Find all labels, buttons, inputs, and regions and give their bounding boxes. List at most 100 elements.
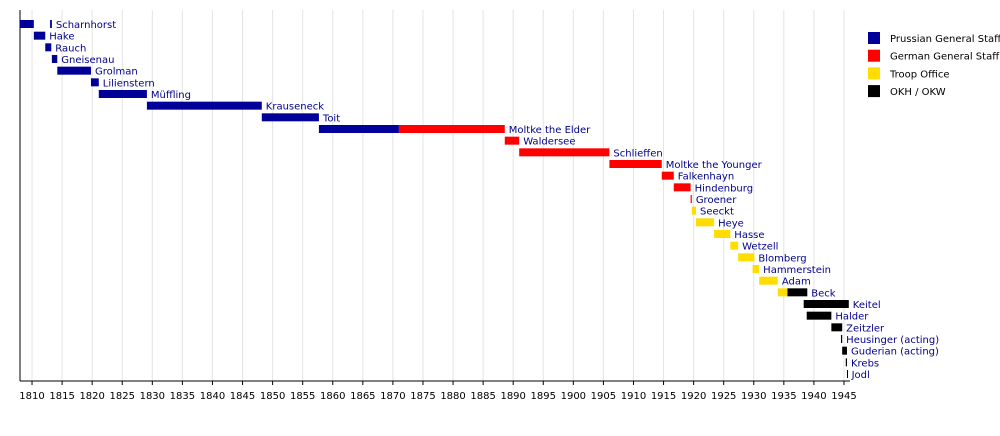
- row-label: Adam: [782, 277, 811, 288]
- term-bar: [673, 183, 691, 192]
- legend-label: German General Staff: [890, 52, 1000, 63]
- row-label: Wetzell: [742, 242, 778, 253]
- x-tick-label: 1945: [831, 391, 856, 402]
- x-tick-label: 1815: [49, 391, 74, 402]
- term-bar: [787, 288, 808, 297]
- x-tick-label: 1875: [410, 391, 435, 402]
- term-bar: [842, 346, 847, 355]
- x-tick-label: 1930: [741, 391, 766, 402]
- term-bar: [519, 148, 610, 157]
- x-tick-label: 1865: [350, 391, 375, 402]
- term-bar: [318, 125, 399, 133]
- x-tick-label: 1900: [561, 391, 586, 402]
- row-label: Zeitzler: [846, 323, 885, 334]
- row-label: Grolman: [95, 67, 138, 78]
- x-tick-label: 1845: [230, 391, 255, 402]
- x-tick-label: 1925: [711, 391, 736, 402]
- term-bar: [146, 101, 262, 110]
- row-label: Beck: [811, 288, 836, 299]
- legend-swatch: [868, 67, 880, 80]
- x-tick-label: 1905: [591, 391, 616, 402]
- row-label: Lilienstern: [103, 78, 155, 89]
- x-tick-label: 1870: [380, 391, 405, 402]
- term-bar: [33, 31, 46, 40]
- row-label: Hake: [49, 32, 74, 43]
- term-bar: [690, 195, 692, 203]
- term-bar: [730, 241, 739, 250]
- row-label: Müffling: [151, 90, 191, 101]
- legend-label: Troop Office: [889, 69, 949, 80]
- term-bar: [45, 43, 52, 52]
- term-bar: [831, 323, 843, 332]
- term-bar: [398, 125, 505, 133]
- row-label: Heusinger (acting): [846, 335, 939, 346]
- x-tick-label: 1935: [771, 391, 796, 402]
- term-bar: [840, 335, 843, 343]
- term-bar: [57, 66, 91, 75]
- legend-label: Prussian General Staff: [890, 34, 1000, 45]
- term-bar: [696, 218, 715, 227]
- row-label: Halder: [835, 312, 869, 323]
- legend-swatch: [868, 85, 880, 98]
- x-tick-label: 1885: [470, 391, 495, 402]
- term-bar: [806, 311, 832, 320]
- x-tick-label: 1880: [440, 391, 465, 402]
- x-tick-label: 1855: [290, 391, 315, 402]
- row-label: Keitel: [853, 300, 881, 311]
- x-tick-label: 1820: [79, 391, 104, 402]
- term-bar: [691, 206, 697, 215]
- x-tick-label: 1920: [681, 391, 706, 402]
- row-label: Hasse: [734, 230, 764, 241]
- row-label: Moltke the Elder: [509, 125, 591, 136]
- term-bar: [845, 358, 847, 367]
- term-bar: [661, 171, 674, 180]
- term-bar: [50, 20, 52, 28]
- row-label: Groener: [696, 195, 737, 206]
- term-bar: [759, 276, 778, 285]
- term-bar: [803, 300, 849, 308]
- x-tick-label: 1835: [170, 391, 195, 402]
- row-label: Rauch: [55, 43, 86, 54]
- term-bar: [738, 253, 755, 262]
- term-bar: [752, 265, 760, 273]
- row-label: Hindenburg: [695, 183, 753, 194]
- row-label: Falkenhayn: [678, 172, 734, 183]
- term-bar: [90, 78, 99, 87]
- legend-swatch: [868, 32, 880, 44]
- x-tick-label: 1825: [110, 391, 135, 402]
- row-label: Guderian (acting): [851, 347, 939, 358]
- row-label: Seeckt: [700, 207, 734, 218]
- term-bar: [504, 136, 520, 145]
- legend-swatch: [868, 49, 880, 62]
- x-tick-label: 1940: [801, 391, 826, 402]
- row-label: Schlieffen: [613, 148, 662, 159]
- row-label: Gneisenau: [61, 55, 114, 66]
- term-bar: [846, 370, 848, 378]
- term-bar: [609, 160, 662, 168]
- term-bar: [51, 55, 58, 63]
- row-label: Krauseneck: [266, 102, 324, 113]
- legend-label: OKH / OKW: [890, 87, 946, 98]
- term-bar: [714, 230, 731, 238]
- row-label: Toit: [322, 113, 340, 124]
- term-bar: [261, 113, 319, 122]
- x-tick-label: 1830: [140, 391, 165, 402]
- row-label: Scharnhorst: [56, 20, 116, 31]
- x-tick-label: 1840: [200, 391, 225, 402]
- row-label: Hammerstein: [763, 265, 831, 276]
- row-label: Jodl: [851, 370, 870, 381]
- row-label: Heye: [718, 218, 744, 229]
- x-tick-label: 1910: [621, 391, 646, 402]
- term-bar: [98, 90, 147, 98]
- x-tick-label: 1850: [260, 391, 285, 402]
- row-label: Moltke the Younger: [666, 160, 763, 171]
- row-label: Krebs: [851, 358, 879, 369]
- x-tick-label: 1890: [500, 391, 525, 402]
- term-bar: [777, 288, 788, 297]
- x-tick-label: 1810: [19, 391, 44, 402]
- term-bar: [20, 20, 34, 28]
- x-tick-label: 1915: [651, 391, 676, 402]
- x-tick-label: 1860: [320, 391, 345, 402]
- row-label: Waldersee: [523, 137, 575, 148]
